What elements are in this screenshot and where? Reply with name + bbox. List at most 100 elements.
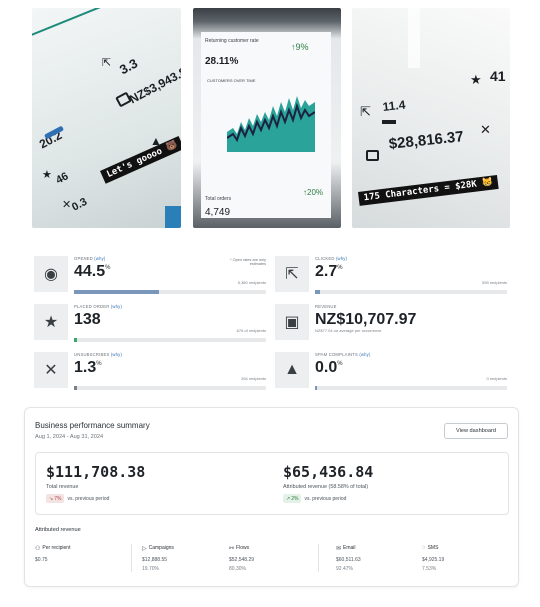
stat-opened-note: * Open rates are only estimates	[230, 258, 266, 267]
campaigns-value: $12,888.55	[142, 557, 168, 563]
external-link-icon: ⇱	[275, 256, 309, 292]
close-icon: ✕	[62, 199, 72, 211]
photo2-label-bottom: Total orders	[205, 196, 232, 202]
photo2-change-bottom: ↑20%	[303, 188, 324, 197]
stat-revenue: ▣ REVENUE NZ$10,707.97 NZ$77.04 on avera…	[275, 304, 507, 342]
attributed-col-flows: ⚯ Flows $52,548.29 80.30%	[229, 544, 254, 572]
photo-dashboard-closeup-2: Returning customer rate 28.11% ↑9% CUSTO…	[193, 8, 341, 228]
attributed-col-sms: ◌ SMS $4,925.19 7.53%	[422, 544, 444, 572]
stat-revenue-value: NZ$10,707.97	[315, 311, 417, 328]
photo3-progress-bar	[382, 120, 396, 124]
total-revenue-change-badge: ↘ 7%	[46, 494, 65, 503]
stat-revenue-average: NZ$77.04 on average per occurrence	[315, 328, 382, 333]
per-recipient-label: Per recipient	[42, 545, 71, 551]
per-recipient-value: $0.75	[35, 557, 48, 563]
stat-clicked-why-link[interactable]: (why)	[335, 256, 348, 261]
stat-placed-order-why-link[interactable]: (why)	[110, 304, 123, 309]
eye-icon: ◉	[34, 256, 68, 292]
stat-unsubscribes-recipients: 264 recipients	[241, 376, 266, 381]
photo1-value-orders: 46	[54, 170, 71, 187]
attributed-col-per-recipient: ⚇ Per recipient $0.75	[35, 544, 70, 563]
stat-spam-label: SPAM COMPLAINTS	[315, 352, 358, 357]
stat-unsubscribes-progress	[74, 386, 266, 390]
stat-unsubscribes-unit: %	[96, 361, 102, 367]
stat-clicked: ⇱ CLICKED (why) 2.7% 559 recipients	[275, 256, 507, 294]
close-icon: ✕	[34, 352, 68, 388]
email-label: Email	[343, 545, 356, 551]
photo-dashboard-closeup-1: 3.3 NZ$3,943.8 20.2 46 0.3 ⇱ ▲ ★ ✕ Let's…	[32, 8, 181, 228]
stat-unsubscribes-why-link[interactable]: (why)	[110, 352, 123, 357]
total-revenue-label: Total revenue	[46, 484, 79, 490]
stat-opened: ◉ OPENED (why) 44.5% * Open rates are on…	[34, 256, 266, 294]
stat-spam-unit: %	[337, 361, 343, 367]
email-icon: ✉	[336, 545, 342, 552]
photo-dashboard-closeup-3: ★ 41 ⇱ 11.4 ✕ $28,816.37 175 Characters …	[352, 8, 510, 228]
flows-percent: 80.30%	[229, 566, 246, 572]
photo3-caption-banner: 175 Characters = $28K 😸	[358, 174, 500, 206]
photo3-value-orders: 41	[490, 68, 506, 84]
photo2-value-top: 28.11%	[205, 56, 239, 67]
stat-opened-unit: %	[105, 265, 111, 271]
warning-icon: ▲	[275, 352, 309, 388]
attributed-col-email: ✉ Email $60,511.63 92.47%	[336, 544, 361, 572]
money-icon	[366, 150, 379, 161]
sms-percent: 7.53%	[422, 566, 437, 572]
photo-strip: 3.3 NZ$3,943.8 20.2 46 0.3 ⇱ ▲ ★ ✕ Let's…	[0, 0, 540, 236]
attributed-revenue-change-badge: ↗ 2%	[283, 494, 302, 503]
stat-placed-order-recipients: 676 of recipients	[236, 328, 266, 333]
email-value: $60,511.63	[336, 557, 361, 563]
stat-spam-progress	[315, 386, 507, 390]
external-link-icon: ⇱	[360, 104, 371, 119]
external-link-icon: ⇱	[102, 57, 112, 69]
stat-opened-label: OPENED	[74, 256, 93, 261]
photo-graph-line	[32, 8, 181, 38]
attributed-revenue-title: Attributed revenue	[35, 527, 81, 533]
photo1-value-unsub: 0.3	[70, 195, 90, 214]
photo1-value-clicked: 3.3	[117, 55, 141, 78]
summary-date-range: Aug 1, 2024 - Aug 31, 2024	[35, 434, 104, 440]
stat-spam-recipients: 0 recipients	[486, 376, 507, 381]
sms-label: SMS	[427, 545, 439, 551]
revenue-totals-panel: $111,708.38 Total revenue ↘ 7% vs. previo…	[35, 452, 509, 515]
trend-down-icon: ↘	[49, 495, 54, 502]
stat-opened-why-link[interactable]: (why)	[94, 256, 106, 261]
stat-revenue-label: REVENUE	[315, 304, 337, 309]
sms-icon: ◌	[422, 545, 426, 551]
photo1-caption-banner: Let's goooo 🐻	[100, 135, 181, 184]
view-dashboard-button[interactable]: View dashboard	[444, 423, 508, 439]
flow-icon: ⚯	[229, 545, 235, 552]
star-icon: ★	[42, 169, 52, 181]
photo2-chart-label: CUSTOMERS OVER TIME	[207, 78, 256, 83]
stat-placed-order-label: PLACED ORDER	[74, 304, 110, 309]
stat-opened-value: 44.5	[74, 263, 106, 280]
stat-unsubscribes-label: UNSUBSCRIBES	[74, 352, 110, 357]
attributed-revenue-change: 2%	[291, 495, 299, 502]
photo2-change-top: ↑9%	[291, 42, 309, 52]
photo2-area-chart	[227, 96, 315, 152]
sms-value: $4,925.19	[422, 557, 445, 563]
photo3-glare	[408, 8, 420, 68]
total-revenue-change: 7%	[54, 495, 62, 502]
stat-unsubscribes-value: 1.3	[74, 359, 97, 376]
campaigns-percent: 19.70%	[142, 566, 159, 572]
attributed-revenue-trend: ↗ 2% vs. previous period	[283, 494, 346, 503]
attributed-revenue-label: Attributed revenue (58.58% of total)	[283, 484, 369, 490]
photo2-value-bottom: 4,749	[205, 207, 231, 218]
attributed-col-campaigns: ▷ Campaigns $12,888.55 19.70%	[142, 544, 174, 572]
trend-up-icon: ↗	[286, 495, 291, 502]
total-revenue-value: $111,708.38	[46, 463, 146, 481]
summary-title: Business performance summary	[35, 421, 150, 430]
photo3-value-revenue: $28,816.37	[388, 128, 465, 153]
photo3-value-clicked: 11.4	[382, 97, 407, 114]
attributed-revenue-value: $65,436.84	[283, 463, 374, 481]
stat-unsubscribes: ✕ UNSUBSCRIBES (why) 1.3% 264 recipients	[34, 352, 266, 390]
flows-label: Flows	[236, 545, 250, 551]
stat-clicked-recipients: 559 recipients	[482, 280, 507, 285]
stat-opened-recipients: 5,380 recipients	[237, 280, 266, 285]
flows-value: $52,548.29	[229, 557, 255, 563]
stat-placed-order-value: 138	[74, 311, 101, 328]
column-divider	[131, 544, 132, 572]
stat-spam-why-link[interactable]: (why)	[359, 352, 371, 357]
photo1-taskbar-corner	[165, 206, 181, 228]
close-icon: ✕	[480, 122, 491, 137]
